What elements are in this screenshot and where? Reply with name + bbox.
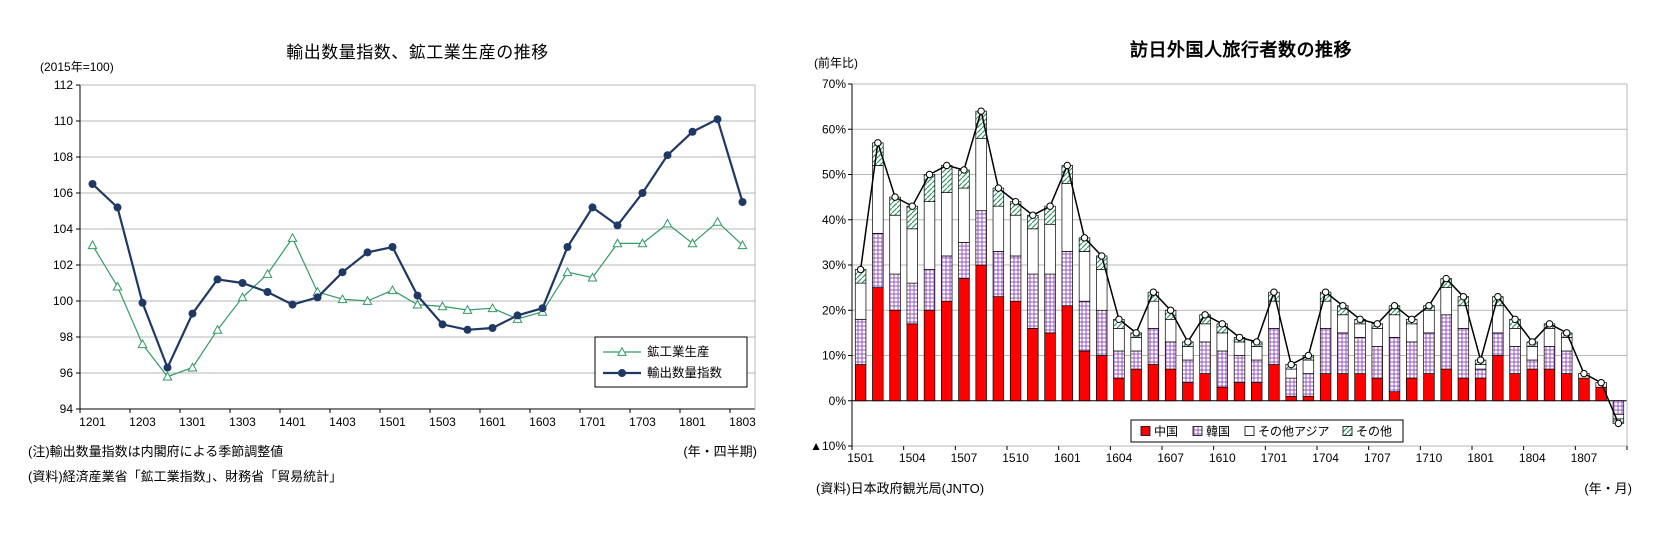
svg-text:108: 108 bbox=[53, 150, 73, 164]
svg-text:70%: 70% bbox=[822, 77, 846, 91]
svg-text:1201: 1201 bbox=[79, 415, 106, 429]
svg-text:1301: 1301 bbox=[179, 415, 206, 429]
svg-text:104: 104 bbox=[53, 222, 73, 236]
svg-text:106: 106 bbox=[53, 186, 73, 200]
svg-text:1501: 1501 bbox=[847, 451, 874, 465]
svg-text:韓国: 韓国 bbox=[1206, 425, 1230, 439]
svg-text:1401: 1401 bbox=[279, 415, 306, 429]
svg-text:中国: 中国 bbox=[1154, 424, 1178, 439]
svg-text:94: 94 bbox=[60, 402, 74, 416]
total-line bbox=[856, 107, 1623, 428]
svg-text:112: 112 bbox=[54, 78, 73, 92]
svg-text:0%: 0% bbox=[829, 394, 847, 408]
svg-text:102: 102 bbox=[53, 258, 73, 272]
left-note-seasonal-adjustment: (注)輸出数量指数は内閣府による季節調整値 bbox=[28, 444, 284, 459]
svg-text:▲10%: ▲10% bbox=[812, 439, 846, 453]
svg-text:1601: 1601 bbox=[1054, 451, 1081, 465]
svg-text:鉱工業生産: 鉱工業生産 bbox=[647, 344, 710, 359]
right-note-source: (資料)日本政府観光局(JNTO) bbox=[816, 481, 985, 496]
svg-text:1604: 1604 bbox=[1106, 451, 1133, 465]
svg-text:96: 96 bbox=[60, 366, 74, 380]
svg-text:40%: 40% bbox=[822, 213, 846, 227]
svg-text:1403: 1403 bbox=[329, 415, 356, 429]
svg-text:1801: 1801 bbox=[679, 415, 706, 429]
left-x-axis-unit-label: (年・四半期) bbox=[683, 444, 757, 459]
visitors-figure: (前年比) 訪日外国人旅行者数の推移 ▲10% 0% 10% 20% 30% 40% 50%… bbox=[812, 10, 1642, 497]
svg-text:1701: 1701 bbox=[579, 415, 606, 429]
svg-text:10%: 10% bbox=[822, 349, 846, 363]
left-note-source: (資料)経済産業省「鉱工業指数」、財務省「貿易統計」 bbox=[28, 469, 343, 484]
svg-text:1203: 1203 bbox=[129, 415, 156, 429]
svg-text:60%: 60% bbox=[822, 122, 846, 136]
right-chart-canvas: ▲10%0%10%20%30%40%50%60%70%1501 1504 1507 1… bbox=[812, 77, 1628, 465]
svg-text:1803: 1803 bbox=[729, 415, 756, 429]
svg-text:1701: 1701 bbox=[1261, 451, 1288, 465]
right-chart-title: 訪日外国人旅行者数の推移 bbox=[1130, 40, 1352, 60]
svg-text:輸出数量指数: 輸出数量指数 bbox=[647, 365, 723, 380]
svg-text:1710: 1710 bbox=[1416, 451, 1443, 465]
right-y-axis-unit-label: (前年比) bbox=[814, 56, 858, 70]
svg-text:20%: 20% bbox=[822, 303, 846, 317]
svg-text:1704: 1704 bbox=[1312, 451, 1339, 465]
export-production-figure: (2015年=100) 輸出数量指数、鉱工業生産の推移 94 96 98 100 102… bbox=[28, 10, 773, 485]
svg-text:1504: 1504 bbox=[899, 451, 926, 465]
svg-text:1707: 1707 bbox=[1364, 451, 1391, 465]
svg-text:1503: 1503 bbox=[429, 415, 456, 429]
svg-text:110: 110 bbox=[54, 114, 73, 128]
svg-text:1507: 1507 bbox=[951, 451, 978, 465]
svg-text:その他: その他 bbox=[1356, 425, 1392, 439]
svg-text:1601: 1601 bbox=[479, 415, 506, 429]
svg-text:1807: 1807 bbox=[1571, 451, 1598, 465]
svg-text:1303: 1303 bbox=[229, 415, 256, 429]
svg-text:1801: 1801 bbox=[1467, 451, 1494, 465]
svg-text:1607: 1607 bbox=[1157, 451, 1184, 465]
svg-text:1703: 1703 bbox=[629, 415, 656, 429]
svg-text:30%: 30% bbox=[822, 258, 846, 272]
svg-text:98: 98 bbox=[60, 330, 74, 344]
svg-text:1501: 1501 bbox=[379, 415, 406, 429]
series-鉱工業生産 bbox=[87, 216, 748, 381]
legend: 中国 韓国 その他アジア その他 bbox=[1130, 419, 1404, 443]
svg-text:50%: 50% bbox=[822, 168, 846, 182]
svg-text:1603: 1603 bbox=[529, 415, 556, 429]
x-axis-ticks bbox=[79, 409, 731, 413]
x-axis-labels: 1201 1203 1301 1303 1401 1403 1501 1503 1601 1603… bbox=[79, 415, 756, 429]
left-chart-title: 輸出数量指数、鉱工業生産の推移 bbox=[286, 43, 549, 62]
svg-text:1510: 1510 bbox=[1002, 451, 1029, 465]
right-x-axis-unit-label: (年・月) bbox=[1584, 481, 1632, 496]
x-axis-ticks bbox=[851, 446, 1628, 450]
svg-text:1610: 1610 bbox=[1209, 451, 1236, 465]
svg-text:1804: 1804 bbox=[1519, 451, 1546, 465]
svg-text:100: 100 bbox=[53, 294, 73, 308]
stacked-bars bbox=[854, 110, 1625, 424]
svg-text:その他アジア: その他アジア bbox=[1258, 425, 1330, 439]
series-輸出数量指数 bbox=[88, 115, 747, 372]
left-y-axis-unit-label: (2015年=100) bbox=[40, 60, 114, 74]
x-axis-labels: 1501 1504 1507 1510 1601 1604 1607 1610 1701 1704… bbox=[847, 451, 1597, 465]
